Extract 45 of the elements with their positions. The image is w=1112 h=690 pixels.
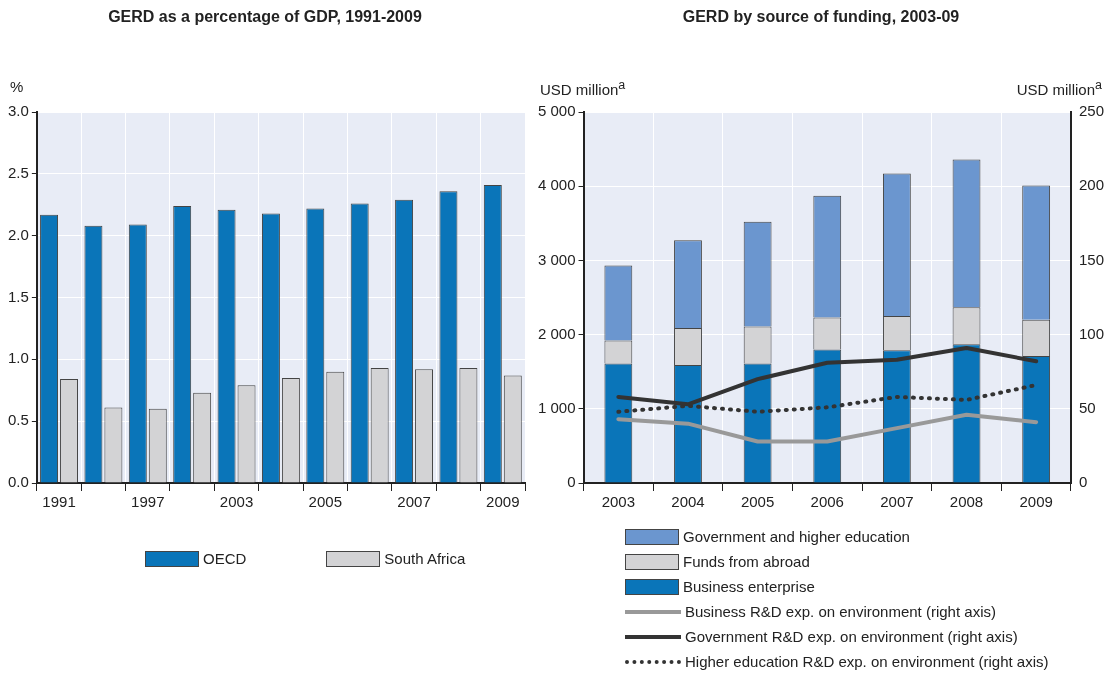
- y-tick-label: 2.0: [7, 225, 29, 243]
- x-tick-label: 2005: [740, 493, 775, 511]
- x-tick-label: 2009: [1019, 493, 1053, 511]
- x-tick-label: 2003: [219, 493, 254, 511]
- legend-label: OECD: [203, 550, 247, 567]
- y2-tick-label: 50: [1078, 398, 1096, 416]
- y2-tick-label: 100: [1078, 324, 1104, 342]
- y-tick-label: 3.0: [7, 102, 29, 120]
- x-tick-label: 2004: [671, 493, 705, 511]
- x-tick-label: 1991: [42, 493, 76, 511]
- legend-label: Higher education R&D exp. on environment (right axis): [685, 653, 1049, 670]
- x-tick-label: 2007: [880, 493, 914, 511]
- y-tick-label: 1 000: [537, 398, 576, 416]
- legend-label: South Africa: [384, 550, 466, 567]
- y-tick-label: 4 000: [537, 176, 576, 194]
- y2-axis-title: USD million$^{a}$: [1016, 78, 1102, 98]
- x-tick-label: 2008: [949, 493, 984, 511]
- y-tick-label: 3 000: [537, 250, 576, 268]
- x-tick-label: 2007: [397, 493, 431, 511]
- y2-tick-label: 250: [1078, 102, 1104, 120]
- legend-label: Government R&D exp. on environment (right axis): [685, 628, 1018, 645]
- legend-label: Business R&D exp. on environment (right axis): [685, 603, 996, 620]
- y-tick-label: 5 000: [537, 102, 576, 120]
- x-tick-label: 2006: [810, 493, 844, 511]
- legend-label: Funds from abroad: [683, 553, 810, 570]
- chart-title: GERD as a percentage of GDP, 1991-2009: [107, 8, 423, 26]
- y-tick-label: 0.0: [7, 473, 29, 491]
- y-tick-label: 0: [567, 473, 576, 491]
- y-tick-label: 1.5: [7, 287, 29, 305]
- y2-tick-label: 200: [1078, 176, 1104, 194]
- x-tick-label: 2005: [308, 493, 342, 511]
- legend-label: Business enterprise: [683, 578, 815, 595]
- y-tick-label: 2.5: [7, 163, 29, 181]
- y2-tick-label: 0: [1078, 473, 1088, 491]
- x-tick-label: 1997: [131, 493, 165, 511]
- x-tick-label: 2009: [486, 493, 520, 511]
- x-tick-label: 2003: [601, 493, 636, 511]
- y-tick-label: 1.0: [7, 349, 29, 367]
- y2-tick-label: 150: [1078, 250, 1104, 268]
- legend-label: Government and higher education: [683, 528, 910, 545]
- chart-title: GERD by source of funding, 2003-09: [681, 8, 961, 26]
- y-tick-label: 2 000: [537, 324, 576, 342]
- y-tick-label: 0.5: [7, 411, 29, 429]
- y-axis-title: %: [10, 78, 24, 95]
- y-axis-title: USD million$^{a}$: [540, 78, 626, 98]
